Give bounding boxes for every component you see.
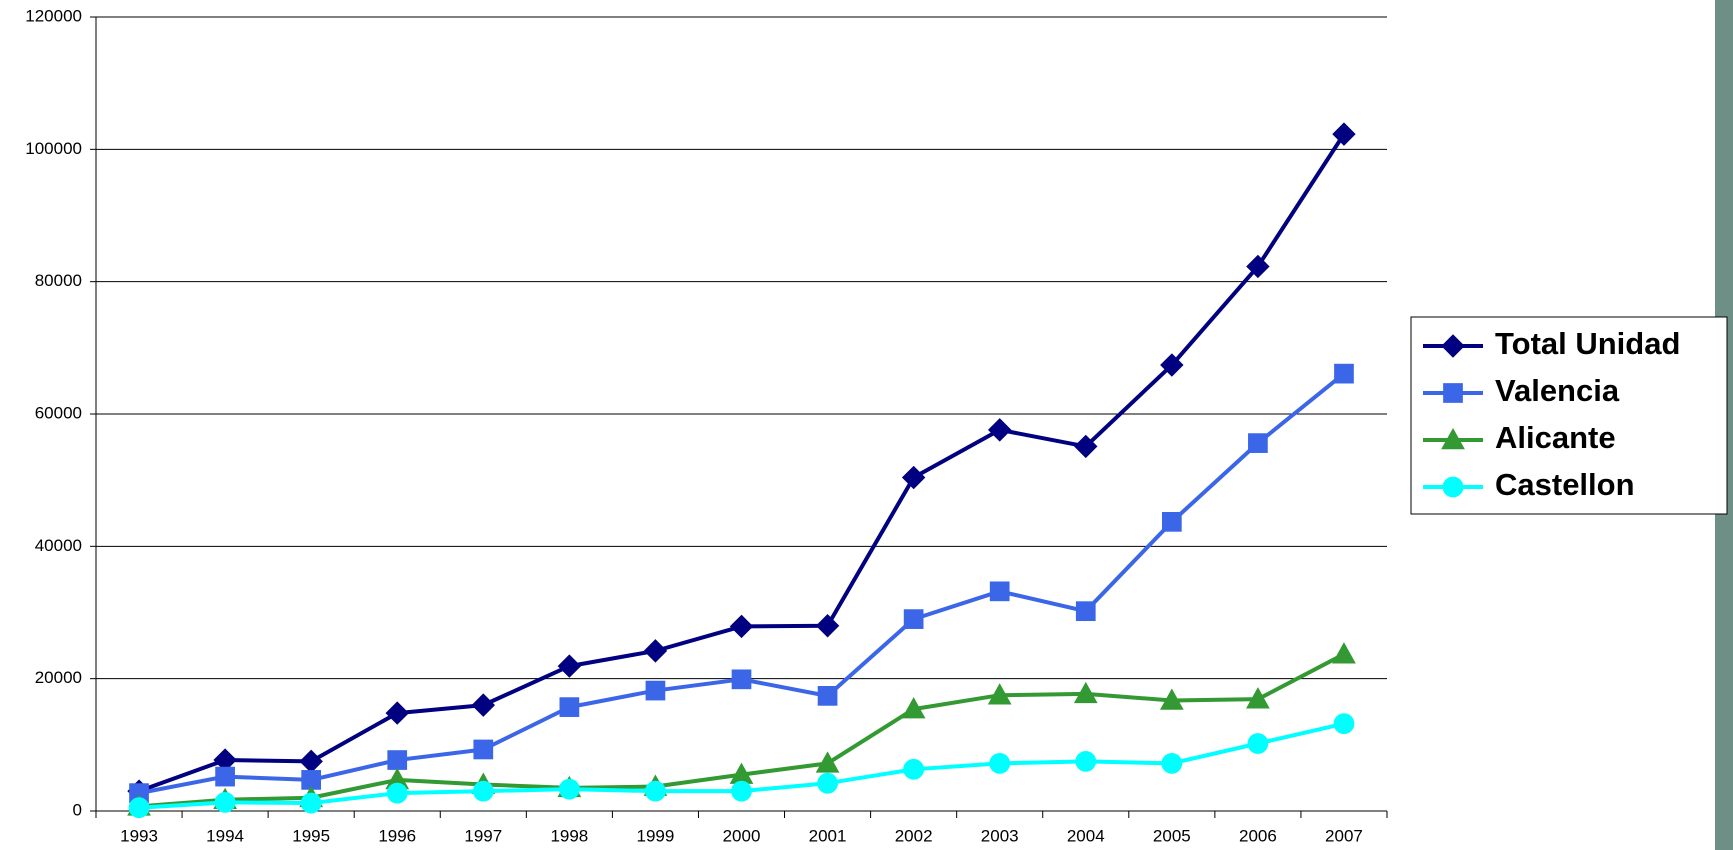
x-tick-label: 1993 bbox=[120, 826, 158, 845]
x-tick-label: 1998 bbox=[550, 826, 588, 845]
x-tick-label: 1999 bbox=[637, 826, 675, 845]
point-marker bbox=[1334, 714, 1354, 734]
point-marker bbox=[129, 798, 149, 818]
point-marker bbox=[990, 582, 1009, 601]
chart: 0 20000 40000 60000 80000 100000 120000 1993 199… bbox=[0, 0, 1733, 850]
point-marker bbox=[904, 610, 923, 629]
point-marker bbox=[646, 681, 665, 700]
legend-label: Alicante bbox=[1495, 420, 1616, 455]
point-marker bbox=[301, 793, 321, 813]
legend-label: Total Unidad bbox=[1495, 326, 1680, 361]
x-tick-label: 2002 bbox=[895, 826, 933, 845]
point-marker bbox=[474, 740, 493, 759]
point-marker bbox=[1249, 434, 1268, 453]
point-marker bbox=[817, 615, 839, 637]
point-marker bbox=[817, 752, 839, 772]
legend-label: Castellon bbox=[1495, 467, 1635, 502]
point-marker bbox=[818, 773, 838, 793]
point-marker bbox=[386, 702, 408, 724]
legend-marker bbox=[1443, 477, 1463, 497]
series-line bbox=[139, 134, 1344, 791]
point-marker bbox=[473, 781, 493, 801]
y-tick-label: 100000 bbox=[25, 139, 82, 158]
point-marker bbox=[732, 670, 751, 689]
y-tick-label: 0 bbox=[73, 800, 82, 819]
point-marker bbox=[818, 687, 837, 706]
x-tick-label: 2001 bbox=[809, 826, 847, 845]
point-marker bbox=[1333, 123, 1355, 145]
point-marker bbox=[560, 698, 579, 717]
x-tick-label: 2007 bbox=[1325, 826, 1363, 845]
point-marker bbox=[731, 615, 753, 637]
point-marker bbox=[558, 655, 580, 677]
legend-marker bbox=[1444, 384, 1463, 403]
x-tick-label: 1996 bbox=[378, 826, 416, 845]
point-marker bbox=[1162, 753, 1182, 773]
x-tick-label: 1997 bbox=[464, 826, 502, 845]
x-tick-label: 2000 bbox=[723, 826, 761, 845]
point-marker bbox=[216, 767, 235, 786]
series-line bbox=[139, 374, 1344, 793]
point-marker bbox=[215, 792, 235, 812]
point-marker bbox=[1333, 643, 1355, 663]
point-marker bbox=[732, 781, 752, 801]
point-marker bbox=[1248, 734, 1268, 754]
point-marker bbox=[903, 467, 925, 489]
point-marker bbox=[300, 750, 322, 772]
x-tick-label: 2006 bbox=[1239, 826, 1277, 845]
point-marker bbox=[1162, 513, 1181, 532]
legend-label: Valencia bbox=[1495, 373, 1620, 408]
y-tick-label: 80000 bbox=[35, 271, 82, 290]
point-marker bbox=[472, 694, 494, 716]
y-tick-label: 120000 bbox=[25, 6, 82, 25]
point-marker bbox=[387, 783, 407, 803]
point-marker bbox=[989, 419, 1011, 441]
point-marker bbox=[904, 759, 924, 779]
point-marker bbox=[990, 753, 1010, 773]
point-marker bbox=[644, 640, 666, 662]
x-tick-label: 2003 bbox=[981, 826, 1019, 845]
point-marker bbox=[1076, 602, 1095, 621]
y-tick-label: 60000 bbox=[35, 403, 82, 422]
point-marker bbox=[559, 779, 579, 799]
x-tick-label: 2005 bbox=[1153, 826, 1191, 845]
point-marker bbox=[388, 751, 407, 770]
x-tick-label: 2004 bbox=[1067, 826, 1105, 845]
point-marker bbox=[646, 781, 666, 801]
y-tick-label: 40000 bbox=[35, 536, 82, 555]
y-tick-label: 20000 bbox=[35, 668, 82, 687]
x-tick-label: 1994 bbox=[206, 826, 244, 845]
point-marker bbox=[1076, 751, 1096, 771]
point-marker bbox=[1335, 364, 1354, 383]
x-tick-label: 1995 bbox=[292, 826, 330, 845]
